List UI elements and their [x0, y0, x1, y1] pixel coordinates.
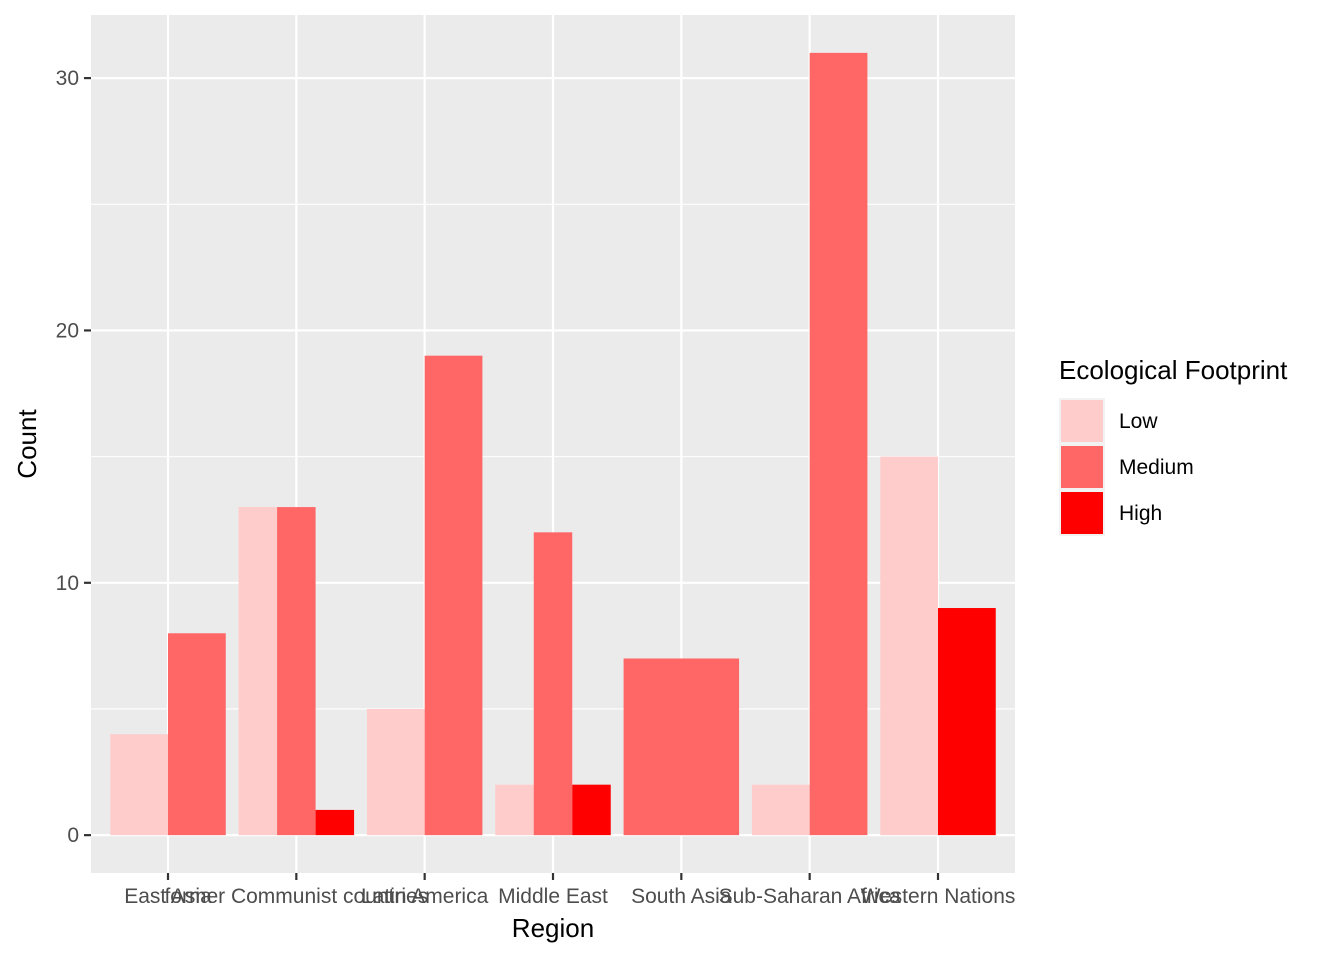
bar-medium: East Asia – Medium: 8 [168, 633, 226, 836]
bar-medium: Middle East – Medium: 12 [533, 532, 573, 836]
y-tick-label: 10 [56, 572, 79, 595]
bars: East Asia – Low: 4East Asia – Medium: 8f… [110, 52, 996, 836]
bar-low: Sub-Saharan Africa – Low: 2 [751, 784, 810, 836]
legend-label-high: High [1119, 502, 1162, 525]
bar-high: Middle East – High: 2 [572, 784, 611, 836]
bar-medium: former Communist countries – Medium: 13 [277, 507, 316, 836]
bar-low: Western Nations – Low: 15 [880, 456, 938, 836]
bar-low: Latin America – Low: 5 [366, 708, 425, 836]
legend-key-medium [1061, 446, 1103, 488]
bar-medium: South Asia – Medium: 7 [623, 658, 740, 836]
bar-high: former Communist countries – High: 1 [315, 809, 355, 836]
x-tick-label: South Asia [631, 885, 732, 908]
y-tick-label: 20 [56, 319, 79, 342]
x-tick-label: former Communist countries [164, 885, 428, 908]
legend: Ecological Footprint Low Medium High [1059, 355, 1288, 536]
bar-low: East Asia – Low: 4 [110, 734, 168, 836]
x-tick-label: Latin America [361, 885, 489, 908]
y-tick-label: 0 [67, 824, 79, 847]
y-tick-label: 30 [56, 67, 79, 90]
bar-high: Western Nations – High: 9 [938, 608, 996, 836]
x-tick-label: East Asia [124, 885, 212, 908]
x-axis-title: Region [512, 913, 594, 943]
x-tick-label: Middle East [498, 885, 608, 908]
x-tick-label: Western Nations [861, 885, 1016, 908]
y-axis: 0 10 20 30 [56, 67, 91, 847]
bar-low: former Communist countries – Low: 13 [238, 507, 278, 836]
bar-medium: Sub-Saharan Africa – Medium: 31 [809, 52, 868, 836]
legend-key-low [1061, 400, 1103, 442]
legend-title: Ecological Footprint [1059, 355, 1288, 385]
x-tick-label: Sub-Saharan Africa [719, 885, 901, 908]
legend-label-low: Low [1119, 410, 1158, 433]
legend-label-medium: Medium [1119, 456, 1194, 479]
bar-medium: Latin America – Medium: 19 [424, 355, 483, 836]
legend-key-high [1061, 492, 1103, 534]
y-axis-title: Count [12, 409, 42, 479]
bar-low: Middle East – Low: 2 [495, 784, 534, 836]
